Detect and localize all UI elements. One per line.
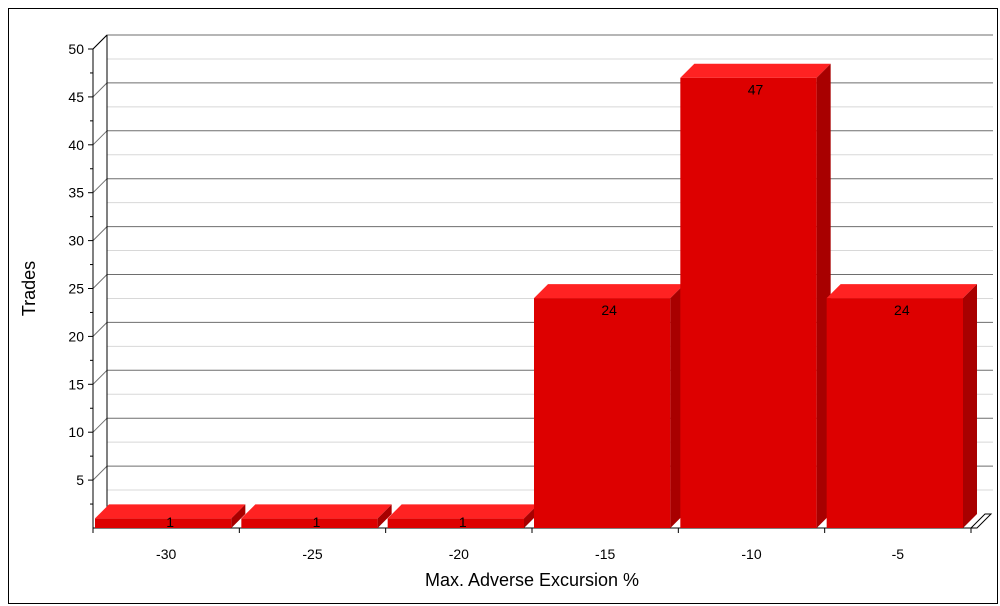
y-axis-top-connector [93, 35, 107, 49]
bar--10 [680, 64, 830, 528]
y-axis-title: Trades [19, 261, 39, 316]
bar-value-label: 1 [166, 514, 174, 530]
y-tick-label: 25 [68, 281, 84, 297]
chart-frame: 5 10 15 20 25 30 35 40 45 50 1 -30 1 -25 1 -20 24 -15 47 -1… [8, 8, 998, 604]
bars-layer [95, 64, 977, 528]
bar-value-label: 47 [748, 82, 764, 98]
bar-value-label: 1 [313, 514, 321, 530]
y-tick-label: 20 [68, 328, 84, 344]
x-axis-title: Max. Adverse Excursion % [425, 570, 639, 590]
bar-top [827, 284, 977, 298]
gridline-connector [93, 322, 107, 336]
bar-front [241, 518, 377, 528]
bar-front [388, 518, 524, 528]
gridline-connector [93, 131, 107, 145]
y-tick-label: 45 [68, 89, 84, 105]
bar-value-label: 24 [601, 302, 617, 318]
bar-front [680, 78, 816, 528]
bar-value-label: 1 [459, 514, 467, 530]
gridline-connector [93, 227, 107, 241]
gridline-connector [93, 466, 107, 480]
bar-side [963, 284, 977, 528]
bar-front [95, 518, 231, 528]
bar--5 [827, 284, 977, 528]
bar-front [827, 298, 963, 528]
gridline-connector [93, 418, 107, 432]
x-tick-label: -25 [302, 546, 322, 562]
x-tick-label: -10 [741, 546, 761, 562]
bar-top [534, 284, 684, 298]
x-tick-label: -5 [892, 546, 905, 562]
bar--15 [534, 284, 684, 528]
y-tick-label: 35 [68, 185, 84, 201]
y-tick-label: 15 [68, 376, 84, 392]
y-tick-label: 30 [68, 233, 84, 249]
x-tick-label: -15 [595, 546, 615, 562]
mae-bar-chart: 5 10 15 20 25 30 35 40 45 50 1 -30 1 -25 1 -20 24 -15 47 -1… [9, 9, 999, 605]
gridline-connector [93, 370, 107, 384]
y-tick-label: 40 [68, 137, 84, 153]
gridline-connector [93, 83, 107, 97]
y-tick-label: 10 [68, 424, 84, 440]
gridline-connector [93, 179, 107, 193]
y-tick-label: 5 [76, 472, 84, 488]
gridline-connector [93, 275, 107, 289]
x-tick-label: -30 [156, 546, 176, 562]
y-tick-label: 50 [68, 41, 84, 57]
x-tick-label: -20 [449, 546, 469, 562]
bar-front [534, 298, 670, 528]
bar-top [680, 64, 830, 78]
bar-value-label: 24 [894, 302, 910, 318]
